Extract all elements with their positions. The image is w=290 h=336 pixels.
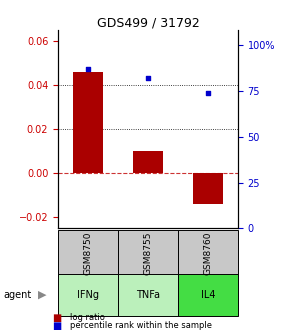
Bar [193,173,223,204]
Text: GSM8750: GSM8750 [84,231,93,275]
Text: IFNg: IFNg [77,290,99,300]
Point [146,76,150,81]
Bar [73,72,103,173]
Text: ▶: ▶ [38,290,46,300]
Text: ■: ■ [52,321,61,331]
Point [86,67,90,72]
Title: GDS499 / 31792: GDS499 / 31792 [97,16,199,29]
Text: IL4: IL4 [201,290,215,300]
Text: ■: ■ [52,312,61,323]
Bar [133,152,163,173]
Text: GSM8760: GSM8760 [203,231,212,275]
Text: log ratio: log ratio [70,313,104,322]
Text: agent: agent [3,290,31,300]
Text: GSM8755: GSM8755 [143,231,153,275]
Point [206,90,210,96]
Text: TNFa: TNFa [136,290,160,300]
Text: percentile rank within the sample: percentile rank within the sample [70,322,212,330]
